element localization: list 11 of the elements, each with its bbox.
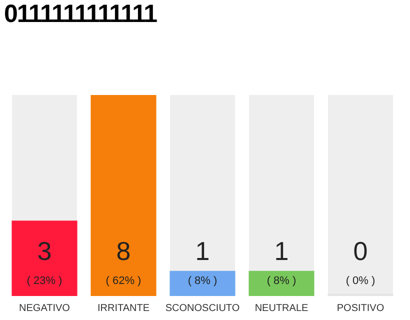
data-label: 1 ( 8% ): [266, 236, 296, 287]
x-tick-label: SCONOSCIUTO: [165, 302, 240, 314]
data-label: 8 ( 62% ): [106, 236, 142, 287]
x-tick-label: NEGATIVO: [19, 302, 70, 314]
x-tick-label: NEUTRALE: [254, 302, 308, 314]
x-tick-label: POSITIVO: [336, 302, 384, 314]
data-label: 0 ( 0% ): [346, 236, 376, 287]
chart-title: 0111111111111: [4, 0, 157, 29]
data-label: 1 ( 8% ): [188, 236, 218, 287]
data-label: 3 ( 23% ): [26, 236, 62, 287]
x-tick-label: IRRITANTE: [97, 302, 150, 314]
